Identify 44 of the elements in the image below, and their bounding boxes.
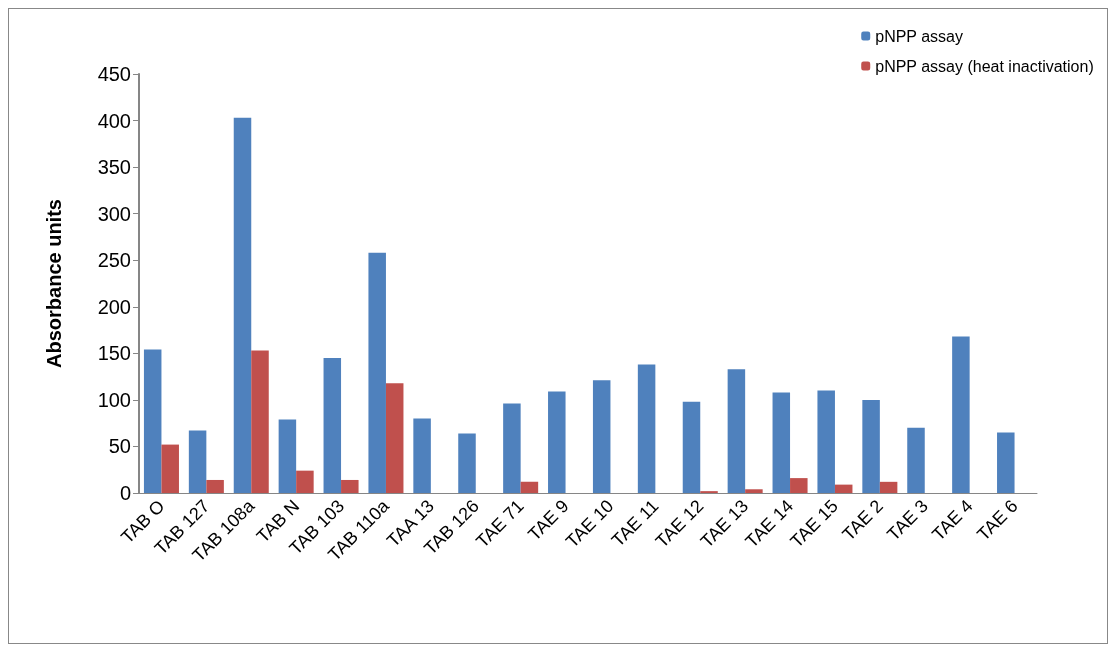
- bar: [952, 336, 970, 493]
- bar: [520, 481, 539, 493]
- y-tick-label: 400: [97, 109, 131, 132]
- bar: [143, 349, 162, 493]
- bar: [458, 433, 476, 493]
- y-tick-label: 100: [97, 388, 131, 411]
- bar: [637, 364, 656, 493]
- bar: [862, 399, 880, 493]
- bar: [413, 418, 431, 493]
- bar: [296, 470, 314, 493]
- bar: [503, 403, 521, 493]
- legend-label: pNPP assay: [875, 27, 963, 45]
- bar: [790, 478, 808, 493]
- bar: [817, 390, 835, 493]
- bar: [341, 479, 359, 493]
- y-tick-label: 200: [97, 295, 131, 318]
- bar: [385, 383, 404, 493]
- bar: [206, 479, 224, 493]
- bar: [592, 380, 611, 493]
- bar: [323, 357, 342, 493]
- bar: [907, 427, 925, 493]
- y-tick-label: 300: [97, 202, 131, 225]
- y-tick-label: 0: [119, 482, 131, 504]
- y-tick-label: 250: [97, 249, 131, 272]
- bar: [997, 432, 1015, 493]
- legend-label: pNPP assay (heat inactivation): [875, 57, 1094, 75]
- bar: [251, 350, 269, 493]
- bar: [233, 117, 252, 493]
- bar: [161, 444, 179, 493]
- y-tick-label: 50: [108, 435, 131, 458]
- y-tick-label: 150: [97, 342, 131, 365]
- bar: [682, 401, 701, 493]
- y-axis-title: Absorbance units: [43, 199, 65, 368]
- bar: [727, 369, 746, 493]
- bar: [278, 419, 297, 493]
- y-tick-label: 350: [97, 156, 131, 179]
- bar: [548, 391, 566, 493]
- bar: [188, 430, 207, 493]
- bar: [772, 392, 791, 493]
- bar: [745, 489, 763, 493]
- y-tick-label: 450: [97, 63, 131, 85]
- bar: [879, 481, 898, 493]
- bar: [368, 252, 386, 493]
- bar: [834, 484, 853, 493]
